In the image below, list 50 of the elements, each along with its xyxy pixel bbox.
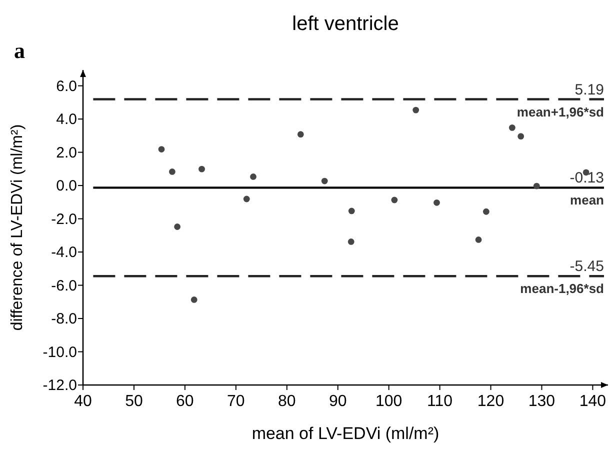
point bbox=[508, 124, 516, 131]
y-tick-label: 0.0 bbox=[56, 178, 77, 195]
point bbox=[297, 131, 304, 138]
point bbox=[250, 174, 256, 180]
point bbox=[348, 238, 354, 245]
x-tick-label: 140 bbox=[579, 393, 606, 410]
x-tick-label: 90 bbox=[328, 393, 347, 410]
y-tick-label: -6.0 bbox=[51, 277, 77, 294]
x-tick-label: 100 bbox=[375, 393, 402, 410]
y-tick-label: -12.0 bbox=[42, 377, 77, 394]
point bbox=[475, 236, 482, 243]
x-tick-label: 120 bbox=[477, 393, 504, 410]
point bbox=[169, 168, 176, 175]
text: a bbox=[14, 38, 25, 63]
x-tick-label: 60 bbox=[176, 393, 194, 410]
x-tick-label: 50 bbox=[125, 393, 143, 410]
x-tick-label: 40 bbox=[74, 393, 92, 410]
y-axis-title: difference of LV-EDVi (ml/m²) bbox=[9, 124, 26, 331]
point bbox=[198, 166, 205, 172]
point bbox=[243, 196, 250, 202]
point bbox=[190, 296, 198, 303]
point bbox=[482, 208, 490, 215]
x-tick-label: 80 bbox=[278, 393, 296, 410]
annotation: -0.13 bbox=[570, 170, 604, 187]
ref-line-label: mean bbox=[570, 192, 604, 208]
ref-line-label: mean-1,96*sd bbox=[520, 281, 604, 296]
y-tick-label: -4.0 bbox=[51, 244, 77, 262]
y-tick-label: -2.0 bbox=[51, 210, 77, 228]
point bbox=[158, 146, 165, 152]
point bbox=[391, 196, 398, 204]
annotation: -5.45 bbox=[570, 258, 604, 276]
point bbox=[518, 133, 524, 140]
chart-title: left ventricle bbox=[292, 13, 399, 35]
point bbox=[321, 178, 328, 184]
annotation: 5.19 bbox=[574, 81, 604, 98]
y-tick-label: 4.0 bbox=[56, 111, 77, 128]
x-tick-label: 70 bbox=[227, 393, 245, 410]
point bbox=[434, 199, 440, 206]
x-axis-title: mean of LV-EDVi (ml/m²) bbox=[252, 424, 440, 443]
x-tick-label: 110 bbox=[427, 393, 453, 410]
y-tick-label: -10.0 bbox=[42, 344, 77, 361]
point bbox=[412, 106, 420, 114]
x-tick-label: 130 bbox=[528, 393, 556, 410]
y-tick-label: -8.0 bbox=[51, 310, 77, 328]
y-tick-label: 6.0 bbox=[56, 78, 77, 95]
point bbox=[348, 208, 355, 214]
point bbox=[533, 182, 540, 190]
point bbox=[174, 224, 180, 230]
y-tick-label: 2.0 bbox=[56, 144, 77, 162]
ref-line-label: mean+1,96*sd bbox=[516, 104, 604, 120]
